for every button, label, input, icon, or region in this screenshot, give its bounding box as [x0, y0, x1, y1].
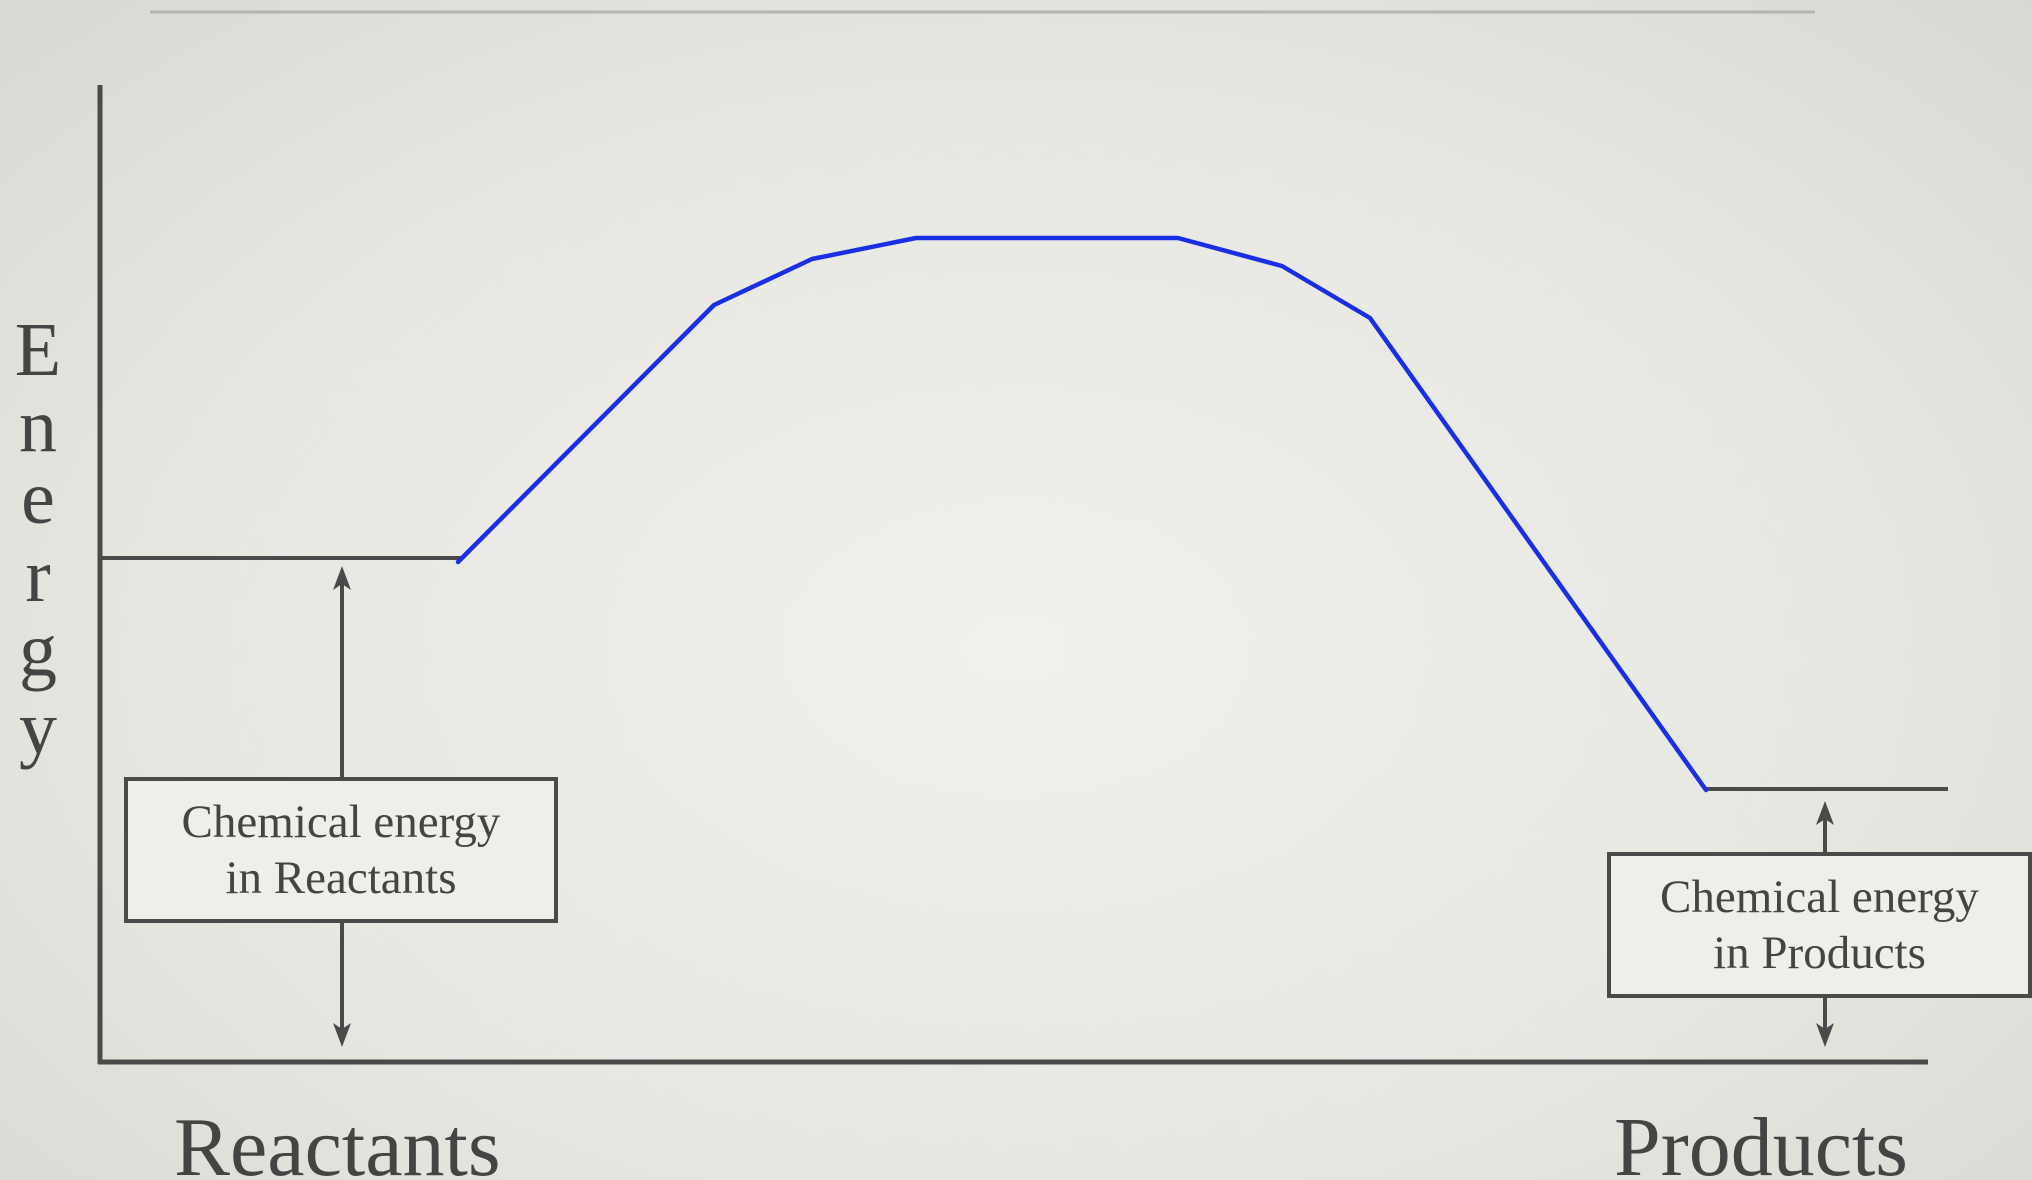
- callout-line: in Products: [1713, 927, 1926, 979]
- product-arrowhead-up: [1816, 801, 1834, 825]
- reactant-arrowhead-down: [333, 1023, 351, 1047]
- callout-line: Chemical energy: [1660, 871, 1979, 923]
- reactants-energy-callout: Chemical energy in Reactants: [124, 777, 558, 923]
- reaction-energy-curve: [455, 235, 1709, 793]
- y-axis-letter: E: [14, 308, 62, 392]
- x-label-reactants: Reactants: [174, 1101, 501, 1180]
- callout-line: Chemical energy: [181, 796, 501, 848]
- y-axis-letter: e: [21, 456, 55, 540]
- products-energy-callout: Chemical energy in Products: [1607, 852, 2032, 998]
- y-axis-letter: g: [19, 608, 57, 692]
- product-arrowhead-down: [1816, 1023, 1834, 1047]
- y-axis-letter: n: [19, 384, 57, 468]
- y-axis-letter: r: [25, 534, 51, 618]
- callout-line: in Reactants: [225, 852, 457, 904]
- y-axis-letter: y: [19, 686, 57, 770]
- reactant-arrowhead-up: [333, 566, 351, 590]
- x-label-products: Products: [1614, 1101, 1908, 1180]
